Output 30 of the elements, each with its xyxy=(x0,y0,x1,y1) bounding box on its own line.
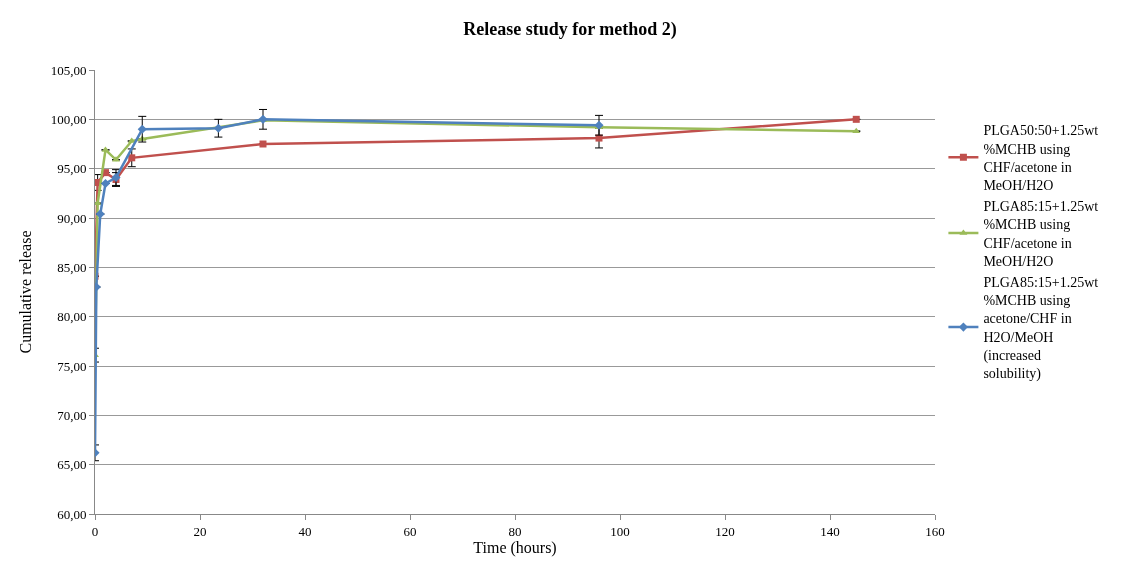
x-tick-label: 100 xyxy=(610,523,630,539)
y-tick-label: 70,00 xyxy=(57,407,87,423)
y-tick-label: 60,00 xyxy=(57,506,87,522)
x-tick-label: 120 xyxy=(715,523,735,539)
y-tick-label: 65,00 xyxy=(57,457,87,473)
y-tick-label: 100,00 xyxy=(50,111,87,127)
y-tick-label: 85,00 xyxy=(57,259,87,275)
point xyxy=(128,154,136,162)
point xyxy=(137,124,147,134)
x-axis-title: Time (hours) xyxy=(473,538,557,557)
x-tick-label: 60 xyxy=(403,523,417,539)
y-tick-label: 105,00 xyxy=(50,62,87,78)
point xyxy=(213,123,223,133)
point xyxy=(100,178,111,189)
y-tick-label: 90,00 xyxy=(57,210,87,226)
x-tick-label: 0 xyxy=(91,523,99,539)
y-tick-label: 80,00 xyxy=(57,309,87,325)
x-tick-label: 20 xyxy=(193,523,207,539)
x-tick-label: 160 xyxy=(925,523,945,539)
chart-title: Release study for method 2) xyxy=(463,19,677,41)
legend-label: PLGA50:50+1.25wt %MCHB using CHF/acetone in MeOH/H2O xyxy=(983,123,1099,194)
x-tick-label: 140 xyxy=(820,523,840,539)
point xyxy=(95,209,105,219)
y-tick-label: 95,00 xyxy=(57,161,87,177)
legend-label: PLGA85:15+1.25wt %MCHB using acetone/CHF in H2O/MeOH (increased solubility) xyxy=(983,275,1099,383)
x-tick-label: 40 xyxy=(298,523,312,539)
y-tick-label: 75,00 xyxy=(57,358,87,374)
x-tick-label: 80 xyxy=(508,523,522,539)
y-axis-title: Cumulative release xyxy=(16,230,34,354)
legend-label: PLGA85:15+1.25wt %MCHB using CHF/acetone in MeOH/H2O xyxy=(983,199,1099,269)
